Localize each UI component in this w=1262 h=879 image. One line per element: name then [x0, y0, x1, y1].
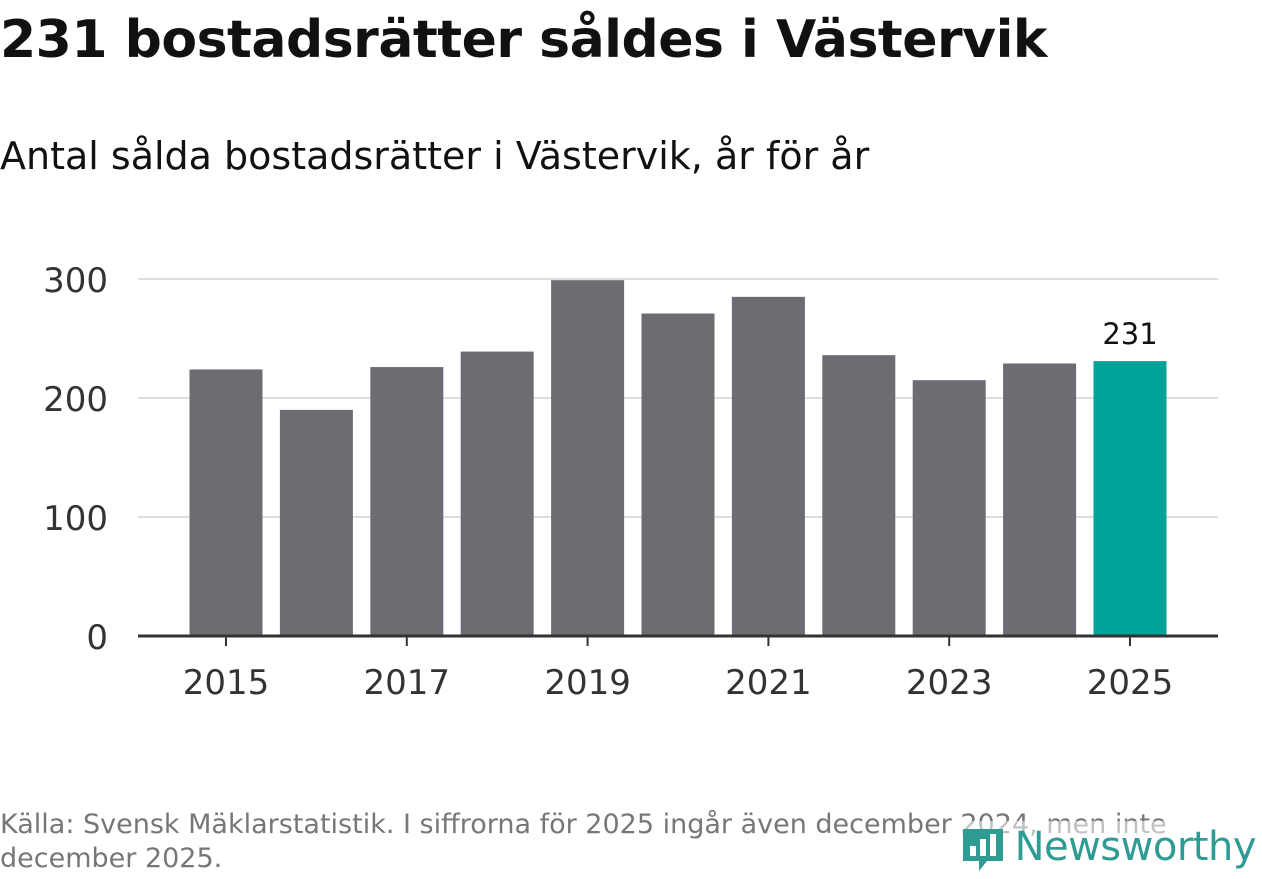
newsworthy-logo: Newsworthy	[952, 821, 1257, 873]
x-tick-label-2017: 2017	[364, 663, 451, 700]
y-tick-label-0: 0	[86, 618, 108, 658]
bar-chart: 0 100 200 300 2015 2017 2019 2021 2023 2025 231	[43, 261, 1218, 700]
bar-2021	[731, 296, 805, 636]
chart-subtitle: Antal sålda bostadsrätter i Västervik, å…	[0, 134, 870, 178]
bars	[189, 280, 1167, 636]
bar-2018	[460, 351, 534, 636]
data-label-2025: 231	[1102, 317, 1157, 351]
bar-2020	[641, 313, 715, 636]
chart-title: 231 bostadsrätter såldes i Västervik	[0, 10, 1047, 70]
bar-2023	[912, 380, 986, 636]
bar-2017	[370, 367, 444, 636]
x-tick-label-2019: 2019	[544, 663, 631, 700]
x-axis	[138, 634, 1218, 646]
x-tick-label-2021: 2021	[725, 663, 812, 700]
x-tick-label-2025: 2025	[1087, 663, 1174, 700]
bar-2019	[551, 280, 625, 636]
bar-2015	[189, 369, 263, 636]
bar-2016	[279, 409, 353, 636]
bar-chart-bubble-icon	[962, 829, 1003, 871]
y-tick-label-100: 100	[43, 499, 108, 539]
x-tick-label-2015: 2015	[183, 663, 270, 700]
x-axis-tick-labels: 2015 2017 2019 2021 2023 2025	[183, 663, 1174, 700]
bar-2022	[822, 355, 896, 636]
data-labels: 231	[1102, 317, 1157, 351]
x-tick-label-2023: 2023	[906, 663, 993, 700]
y-axis-tick-labels: 0 100 200 300	[43, 261, 108, 658]
y-tick-label-300: 300	[43, 261, 108, 301]
logo-text: Newsworthy	[1014, 824, 1257, 870]
bar-2025	[1093, 361, 1167, 636]
y-tick-label-200: 200	[43, 380, 108, 420]
bar-2024	[1003, 363, 1077, 636]
